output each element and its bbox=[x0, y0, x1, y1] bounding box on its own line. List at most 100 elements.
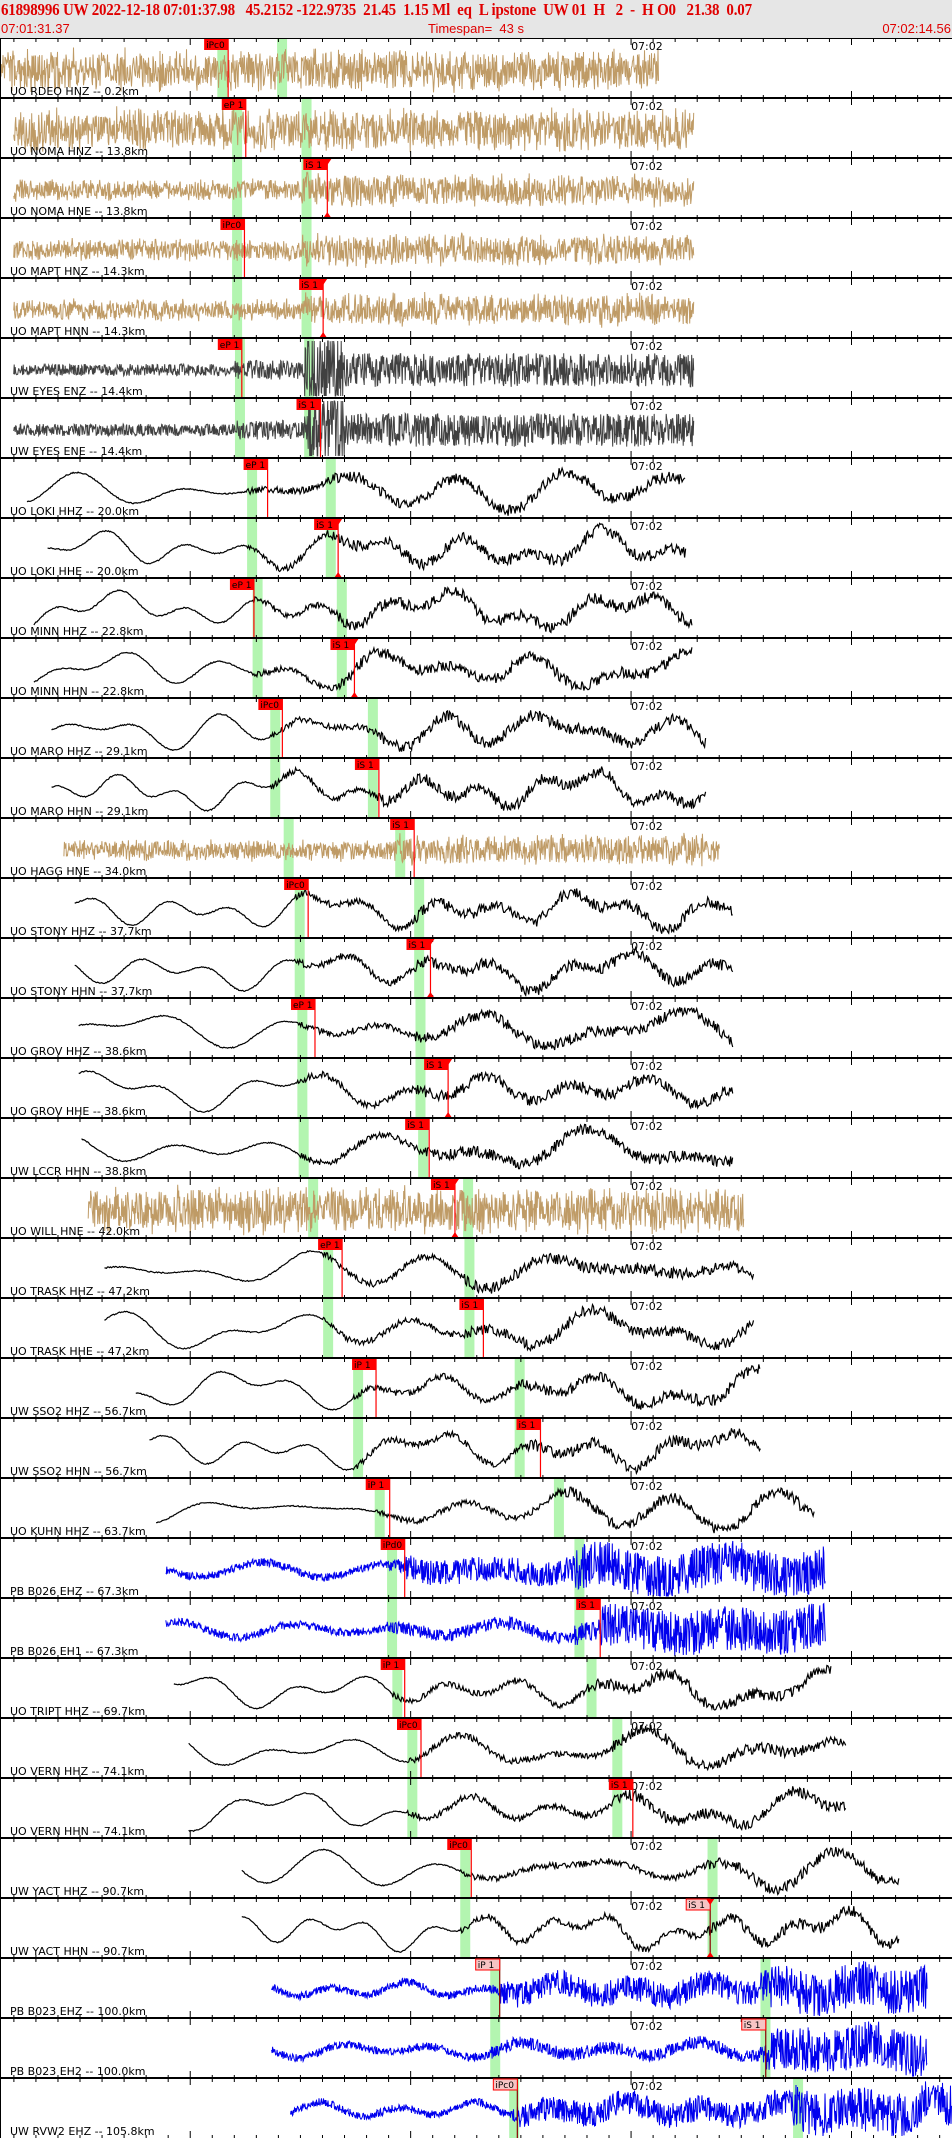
trace-panel[interactable]: 07:02 iS 1 UW YACT HHN -- 90.7km bbox=[0, 1897, 952, 1958]
pick-label-box[interactable] bbox=[390, 819, 415, 830]
trace-panel[interactable]: 07:02 iPc0 UO MARO HHZ -- 29.1km bbox=[0, 697, 952, 758]
trace-panel[interactable]: 07:02 eP 1 UO GROV HHZ -- 38.6km bbox=[0, 997, 952, 1058]
phase-pick[interactable]: eP 1 bbox=[243, 459, 269, 518]
trace-panel[interactable]: 07:02 iPc0 UO RDEO HNZ -- 0.2km bbox=[0, 38, 952, 98]
pick-label-box[interactable] bbox=[406, 939, 431, 950]
pick-label-box[interactable] bbox=[492, 2078, 518, 2091]
phase-pick[interactable]: iS 1 bbox=[299, 279, 328, 338]
phase-pick[interactable]: iPc0 bbox=[204, 39, 229, 98]
trace-panel[interactable]: 07:02 iS 1 UO MARO HHN -- 29.1km bbox=[0, 757, 952, 818]
trace-panel[interactable]: 07:02 iS 1 UO MAPT HNN -- 14.3km bbox=[0, 277, 952, 338]
phase-pick[interactable]: iPc0 bbox=[284, 879, 309, 938]
trace-panel[interactable]: 07:02 iP 1 UW SSO2 HHZ -- 56.7km bbox=[0, 1357, 952, 1418]
phase-pick[interactable]: eP 1 bbox=[221, 99, 247, 158]
phase-pick[interactable]: iS 1 bbox=[303, 159, 332, 218]
pick-label-box[interactable] bbox=[290, 999, 315, 1010]
pick-label-box[interactable] bbox=[314, 519, 339, 530]
pick-label-box[interactable] bbox=[430, 1179, 455, 1190]
trace-panel[interactable]: 07:02 iPc0 UW YACT HHZ -- 90.7km bbox=[0, 1837, 952, 1898]
phase-pick[interactable]: iPc0 bbox=[397, 1719, 422, 1778]
trace-panel[interactable]: 07:02 iP 1 PB B023 EHZ -- 100.0km bbox=[0, 1957, 952, 2018]
phase-pick[interactable]: iP 1 bbox=[380, 1659, 406, 1718]
pick-label-box[interactable] bbox=[447, 1839, 472, 1850]
phase-pick[interactable]: iS 1 bbox=[330, 639, 359, 698]
pick-label-box[interactable] bbox=[258, 699, 283, 710]
pick-label-box[interactable] bbox=[365, 1479, 390, 1490]
phase-pick[interactable]: eP 1 bbox=[318, 1239, 343, 1298]
trace-panel[interactable]: 07:02 iS 1 UW SSO2 HHN -- 56.7km bbox=[0, 1417, 952, 1478]
pick-label-box[interactable] bbox=[380, 1539, 405, 1550]
phase-pick[interactable]: iS 1 bbox=[576, 1599, 601, 1658]
trace-panel[interactable]: 07:02 iS 1 UO HAGG HNE -- 34.0km bbox=[0, 817, 952, 878]
trace-panel[interactable]: 07:02 iS 1 PB B026 EH1 -- 67.3km bbox=[0, 1597, 952, 1658]
phase-pick[interactable]: iS 1 bbox=[459, 1299, 484, 1358]
phase-pick[interactable]: iPc0 bbox=[258, 699, 283, 758]
trace-panel[interactable]: 07:02 eP 1 UO TRASK HHZ -- 47.2km bbox=[0, 1237, 952, 1298]
pick-label-box[interactable] bbox=[296, 399, 321, 410]
pick-label-box[interactable] bbox=[352, 1359, 377, 1370]
pick-label-box[interactable] bbox=[741, 2018, 767, 2031]
phase-pick[interactable]: iPc0 bbox=[447, 1839, 472, 1898]
trace-panel[interactable]: 07:02 iS 1 UO GROV HHE -- 38.6km bbox=[0, 1057, 952, 1118]
pick-label-box[interactable] bbox=[299, 279, 324, 290]
pick-label-box[interactable] bbox=[284, 879, 309, 890]
pick-label-box[interactable] bbox=[204, 39, 229, 50]
pick-label-box[interactable] bbox=[318, 1239, 343, 1250]
trace-panel[interactable]: 07:02 iS 1 UO MINN HHN -- 22.8km bbox=[0, 637, 952, 698]
phase-pick[interactable]: iS 1 bbox=[741, 2018, 767, 2078]
phase-pick[interactable]: iPc0 bbox=[220, 219, 246, 278]
trace-panel[interactable]: 07:02 eP 1 UO LOKI HHZ -- 20.0km bbox=[0, 457, 952, 518]
phase-pick[interactable]: iP 1 bbox=[352, 1359, 377, 1418]
trace-panel[interactable]: 07:02 iS 1 UO NOMA HNE -- 13.8km bbox=[0, 157, 952, 218]
phase-pick[interactable]: iP 1 bbox=[475, 1958, 501, 2018]
pick-label-box[interactable] bbox=[330, 639, 355, 650]
phase-pick[interactable]: iS 1 bbox=[405, 1119, 430, 1178]
phase-pick[interactable]: eP 1 bbox=[229, 579, 255, 638]
trace-panel[interactable]: 07:02 iS 1 UO TRASK HHE -- 47.2km bbox=[0, 1297, 952, 1358]
pick-label-box[interactable] bbox=[459, 1299, 484, 1310]
pick-label-box[interactable] bbox=[424, 1059, 449, 1070]
phase-pick[interactable]: eP 1 bbox=[217, 339, 243, 398]
pick-label-box[interactable] bbox=[397, 1719, 422, 1730]
pick-label-box[interactable] bbox=[354, 759, 379, 770]
pick-label-box[interactable] bbox=[576, 1599, 601, 1610]
trace-panel[interactable]: 07:02 eP 1 UO NOMA HNZ -- 13.8km bbox=[0, 97, 952, 158]
trace-panel[interactable]: 07:02 iS 1 UO STONY HHN -- 37.7km bbox=[0, 937, 952, 998]
phase-pick[interactable]: eP 1 bbox=[290, 999, 316, 1058]
phase-pick[interactable]: iP 1 bbox=[365, 1479, 391, 1538]
seismogram-stack[interactable]: 07:02 iPc0 UO RDEO HNZ -- 0.2km 07:02 eP 1 UO… bbox=[0, 38, 952, 2138]
trace-panel[interactable]: 07:02 iPc0 UO STONY HHZ -- 37.7km bbox=[0, 877, 952, 938]
trace-panel[interactable]: 07:02 iS 1 UO LOKI HHE -- 20.0km bbox=[0, 517, 952, 578]
phase-pick[interactable]: iS 1 bbox=[430, 1179, 459, 1238]
phase-pick[interactable]: iS 1 bbox=[314, 519, 343, 578]
phase-pick[interactable]: iS 1 bbox=[354, 759, 380, 818]
trace-panel[interactable]: 07:02 iPd0 PB B026 EHZ -- 67.3km bbox=[0, 1537, 952, 1598]
trace-panel[interactable]: 07:02 iP 1 UO KUHN HHZ -- 63.7km bbox=[0, 1477, 952, 1538]
phase-pick[interactable]: iS 1 bbox=[424, 1059, 453, 1118]
pick-label-box[interactable] bbox=[243, 459, 268, 470]
phase-pick[interactable]: iS 1 bbox=[406, 939, 435, 998]
pick-label-box[interactable] bbox=[475, 1958, 501, 1971]
trace-panel[interactable]: 07:02 iS 1 UW EYES ENE -- 14.4km bbox=[0, 397, 952, 458]
pick-label-box[interactable] bbox=[608, 1779, 633, 1790]
phase-pick[interactable]: iS 1 bbox=[516, 1419, 542, 1478]
phase-pick[interactable]: iS 1 bbox=[390, 819, 415, 878]
pick-label-box[interactable] bbox=[380, 1659, 405, 1670]
trace-panel[interactable]: 07:02 iS 1 PB B023 EH2 -- 100.0km bbox=[0, 2017, 952, 2078]
pick-label-box[interactable] bbox=[516, 1419, 541, 1430]
trace-panel[interactable]: 07:02 iP 1 UO TRIPT HHZ -- 69.7km bbox=[0, 1657, 952, 1718]
phase-pick[interactable]: iPc0 bbox=[492, 2078, 518, 2138]
phase-pick[interactable]: iPd0 bbox=[380, 1539, 406, 1598]
trace-panel[interactable]: 07:02 eP 1 UO MINN HHZ -- 22.8km bbox=[0, 577, 952, 638]
pick-label-box[interactable] bbox=[217, 339, 242, 350]
pick-label-box[interactable] bbox=[405, 1119, 430, 1130]
phase-pick[interactable]: iS 1 bbox=[685, 1898, 715, 1958]
trace-panel[interactable]: 07:02 iPc0 UO VERN HHZ -- 74.1km bbox=[0, 1717, 952, 1778]
pick-label-box[interactable] bbox=[220, 219, 245, 230]
trace-panel[interactable]: 07:02 iPc0 UW RVW2 EHZ -- 105.8km bbox=[0, 2077, 952, 2138]
trace-panel[interactable]: 07:02 iPc0 UO MAPT HNZ -- 14.3km bbox=[0, 217, 952, 278]
trace-panel[interactable]: 07:02 iS 1 UW LCCR HHN -- 38.8km bbox=[0, 1117, 952, 1178]
trace-panel[interactable]: 07:02 eP 1 UW EYES ENZ -- 14.4km bbox=[0, 337, 952, 398]
trace-panel[interactable]: 07:02 iS 1 UO WILL HNE -- 42.0km bbox=[0, 1177, 952, 1238]
